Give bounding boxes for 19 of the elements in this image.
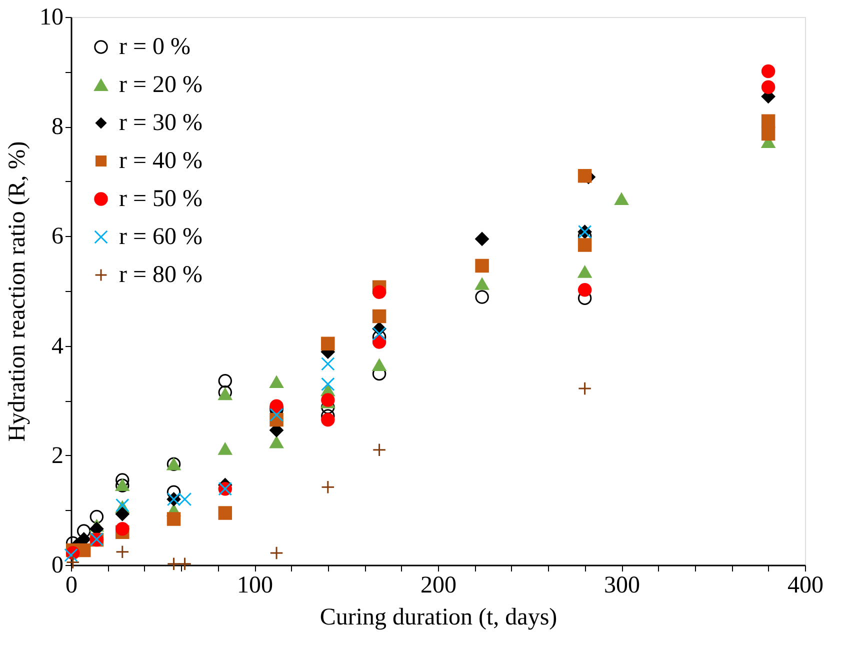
- legend-label: r = 40 %: [119, 148, 203, 174]
- x-tick-label: 100: [237, 572, 273, 598]
- x-tick-label: 400: [788, 572, 824, 598]
- legend-label: r = 30 %: [119, 110, 203, 136]
- legend-label: r = 80 %: [119, 262, 203, 288]
- y-axis-title: Hydration reaction ratio (R, %): [4, 141, 30, 442]
- legend-label: r = 0 %: [119, 34, 191, 60]
- y-tick-label: 0: [52, 552, 64, 578]
- x-tick-label: 300: [604, 572, 640, 598]
- x-tick-label: 200: [420, 572, 456, 598]
- legend-label: r = 50 %: [119, 186, 203, 212]
- y-tick-label: 2: [52, 442, 64, 469]
- x-axis-title: Curing duration (t, days): [320, 604, 558, 630]
- legend-label: r = 60 %: [119, 224, 203, 250]
- y-tick-label: 4: [52, 333, 64, 360]
- y-tick-label: 6: [52, 224, 64, 250]
- legend-label: r = 20 %: [119, 72, 203, 98]
- y-tick-label: 10: [40, 4, 64, 30]
- y-tick-label: 8: [52, 114, 64, 140]
